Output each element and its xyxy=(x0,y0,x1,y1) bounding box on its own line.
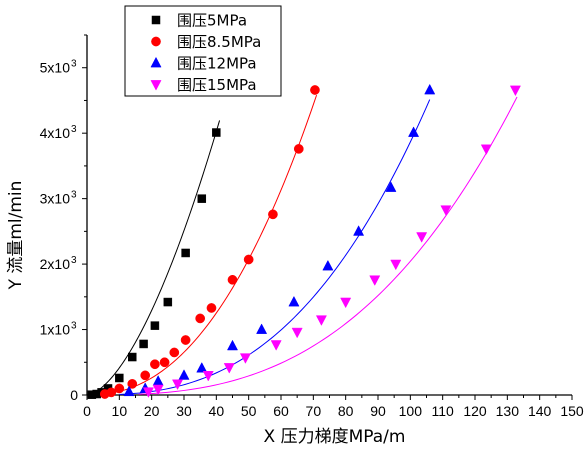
data-point-series-2 xyxy=(127,379,138,389)
data-point-series-2 xyxy=(268,209,278,220)
fit-curves-group xyxy=(86,94,518,396)
data-point-series-3 xyxy=(288,295,300,307)
y-tick-label: 1x10 xyxy=(40,322,71,338)
y-tick-exponent: 3 xyxy=(71,321,77,332)
data-point-series-1 xyxy=(128,352,137,362)
data-point-series-2 xyxy=(195,313,206,324)
fit-curve-series-1 xyxy=(86,120,221,396)
data-point-series-4 xyxy=(291,327,303,339)
legend-marker-series-1 xyxy=(151,15,161,25)
y-tick-exponent: 3 xyxy=(71,124,77,135)
data-point-series-1 xyxy=(163,297,173,307)
legend-marker-series-2 xyxy=(151,36,161,47)
x-tick-label: 100 xyxy=(399,403,423,419)
x-tick-label: 60 xyxy=(273,403,289,419)
data-point-series-1 xyxy=(139,339,148,349)
data-point-series-1 xyxy=(150,321,160,330)
data-point-series-3 xyxy=(353,225,365,236)
legend: 围压5MPa 围压8.5MPa 围压12MPa 围压15MPa xyxy=(124,5,282,97)
data-point-series-4 xyxy=(480,144,492,156)
data-point-series-4 xyxy=(416,232,428,243)
ticks-group: 0 10 20 30 40 50 60 70 80 90 100 110 120 130 140 150 0 1x… xyxy=(40,34,584,419)
x-tick-label: 20 xyxy=(144,403,160,419)
x-tick-label: 110 xyxy=(432,403,455,419)
data-point-series-4 xyxy=(315,315,327,326)
data-point-series-3 xyxy=(226,339,239,351)
data-point-series-2 xyxy=(227,274,238,285)
y-tick-label: 5x10 xyxy=(40,60,71,76)
data-point-series-2 xyxy=(159,357,170,368)
data-point-series-4 xyxy=(509,85,521,97)
data-point-series-1 xyxy=(197,194,207,203)
data-point-series-4 xyxy=(152,384,164,396)
x-tick-label: 130 xyxy=(496,403,520,419)
legend-label-series-4: 围压15MPa xyxy=(177,76,257,94)
legend-label-series-3: 围压12MPa xyxy=(177,55,257,73)
data-point-series-4 xyxy=(239,353,251,364)
data-point-series-4 xyxy=(340,297,352,309)
data-point-series-2 xyxy=(243,254,254,265)
data-point-series-3 xyxy=(123,385,135,397)
fit-curve-series-3 xyxy=(119,99,431,395)
legend-marker-series-3 xyxy=(150,56,162,68)
x-tick-label: 90 xyxy=(370,403,386,419)
fit-curve-series-2 xyxy=(99,94,318,396)
data-point-series-1 xyxy=(181,248,190,258)
data-point-series-2 xyxy=(140,370,151,381)
y-tick-label: 4x10 xyxy=(40,125,71,141)
y-tick-label: 2x10 xyxy=(40,256,71,272)
data-point-series-2 xyxy=(180,335,191,345)
data-point-series-2 xyxy=(310,85,320,95)
data-point-series-3 xyxy=(152,375,164,386)
data-point-series-4 xyxy=(172,379,184,391)
data-point-series-2 xyxy=(150,359,160,370)
data-point-series-4 xyxy=(390,259,402,271)
y-tick-exponent: 3 xyxy=(71,190,77,201)
data-point-series-3 xyxy=(178,369,190,380)
data-point-series-4 xyxy=(142,387,154,398)
data-point-series-3 xyxy=(424,83,436,95)
x-tick-label: 50 xyxy=(241,403,257,419)
x-tick-label: 30 xyxy=(176,403,192,419)
data-point-series-2 xyxy=(169,347,180,358)
x-tick-label: 150 xyxy=(560,403,584,419)
y-tick-exponent: 3 xyxy=(71,59,77,70)
data-point-series-3 xyxy=(408,126,420,137)
fit-curve-series-4 xyxy=(138,96,518,395)
y-tick-label: 0 xyxy=(70,387,78,403)
x-tick-label: 40 xyxy=(209,403,225,419)
y-axis-title: Y 流量ml/min xyxy=(6,181,26,291)
data-point-series-1 xyxy=(212,128,221,137)
y-tick-label: 3x10 xyxy=(40,191,71,207)
x-tick-label: 80 xyxy=(338,403,354,419)
x-tick-label: 140 xyxy=(528,403,552,419)
data-point-series-3 xyxy=(322,259,334,271)
data-point-series-3 xyxy=(385,181,397,192)
data-point-series-2 xyxy=(114,383,125,394)
x-tick-label: 0 xyxy=(83,403,91,419)
data-points-group xyxy=(87,83,521,399)
legend-marker-series-4 xyxy=(150,80,162,91)
x-axis-title: X 压力梯度MPa/m xyxy=(264,427,406,447)
legend-label-series-2: 围压8.5MPa xyxy=(177,33,261,51)
x-tick-label: 120 xyxy=(463,403,487,419)
data-point-series-2 xyxy=(293,144,304,154)
data-point-series-4 xyxy=(202,371,214,382)
data-point-series-2 xyxy=(206,303,217,313)
data-point-series-4 xyxy=(369,275,381,286)
data-point-series-3 xyxy=(256,323,268,334)
y-tick-exponent: 3 xyxy=(71,255,77,266)
data-point-series-4 xyxy=(440,205,452,216)
data-point-series-2 xyxy=(106,387,117,398)
x-tick-label: 70 xyxy=(306,403,322,419)
x-tick-label: 10 xyxy=(112,403,128,419)
legend-label-series-1: 围压5MPa xyxy=(177,12,247,30)
data-point-series-1 xyxy=(115,373,124,383)
data-point-series-3 xyxy=(196,362,208,373)
data-point-series-4 xyxy=(223,363,235,374)
data-point-series-4 xyxy=(270,340,282,351)
